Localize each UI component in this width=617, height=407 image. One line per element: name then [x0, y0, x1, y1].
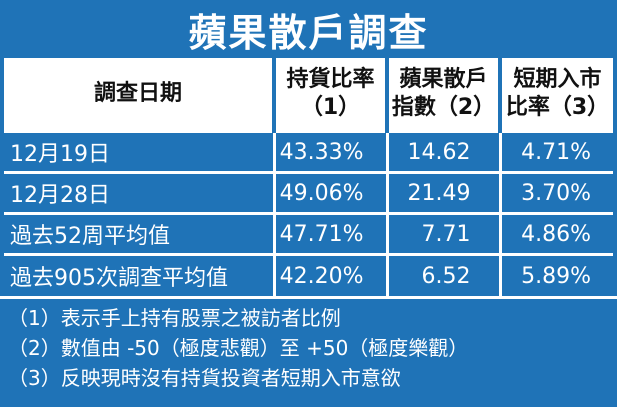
table-row: 過去52周平均值 47.71% 7.71 4.86%: [4, 212, 613, 255]
notes-divider: [0, 296, 617, 299]
row-apple-index: 21.49: [385, 171, 500, 214]
header-date: 調查日期: [4, 58, 274, 132]
header-apple-index-line2: 指數（2）: [391, 95, 496, 121]
row-label: 12月19日: [4, 130, 274, 173]
footnote-2: （2）數值由 -50（極度悲觀）至 +50（極度樂觀）: [8, 336, 469, 360]
table-row: 12月19日 43.33% 14.62 4.71%: [4, 130, 613, 173]
row-apple-index: 6.52: [385, 253, 500, 296]
header-date-label: 調查日期: [93, 81, 182, 107]
row-label: 過去905次調查平均值: [4, 253, 274, 296]
row-short-entry: 3.70%: [498, 171, 613, 214]
header-short-entry: 短期入市 比率（3）: [498, 58, 613, 132]
row-short-entry: 4.86%: [498, 212, 613, 255]
survey-table: 調查日期 持貨比率 （1） 蘋果散戶 指數（2） 短期入市 比率（3） 12月1…: [4, 58, 613, 296]
table-row: 過去905次調查平均值 42.20% 6.52 5.89%: [4, 253, 613, 296]
table-header-row: 調查日期 持貨比率 （1） 蘋果散戶 指數（2） 短期入市 比率（3）: [4, 58, 613, 132]
row-short-entry: 5.89%: [498, 253, 613, 296]
header-apple-index-line1: 蘋果散戶: [399, 67, 488, 93]
footnotes: （1）表示手上持有股票之被訪者比例 （2）數值由 -50（極度悲觀）至 +50（…: [8, 303, 608, 393]
header-holding-ratio-line2: （1）: [300, 95, 361, 121]
header-short-entry-line1: 短期入市: [513, 67, 602, 93]
table-row: 12月28日 49.06% 21.49 3.70%: [4, 171, 613, 214]
header-holding-ratio: 持貨比率 （1）: [272, 58, 387, 132]
header-holding-ratio-line1: 持貨比率: [286, 67, 375, 93]
row-label: 過去52周平均值: [4, 212, 274, 255]
row-holding-ratio: 43.33%: [272, 130, 387, 173]
header-apple-index: 蘋果散戶 指數（2）: [385, 58, 500, 132]
row-holding-ratio: 47.71%: [272, 212, 387, 255]
row-apple-index: 7.71: [385, 212, 500, 255]
row-apple-index: 14.62: [385, 130, 500, 173]
panel-title: 蘋果散戶調查: [188, 10, 429, 55]
row-short-entry: 4.71%: [498, 130, 613, 173]
row-label: 12月28日: [4, 171, 274, 214]
footnote-3: （3）反映現時沒有持貨投資者短期入市意欲: [8, 366, 401, 390]
header-short-entry-line2: 比率（3）: [505, 95, 610, 121]
row-holding-ratio: 42.20%: [272, 253, 387, 296]
row-holding-ratio: 49.06%: [272, 171, 387, 214]
footnote-1: （1）表示手上持有股票之被訪者比例: [8, 306, 341, 330]
